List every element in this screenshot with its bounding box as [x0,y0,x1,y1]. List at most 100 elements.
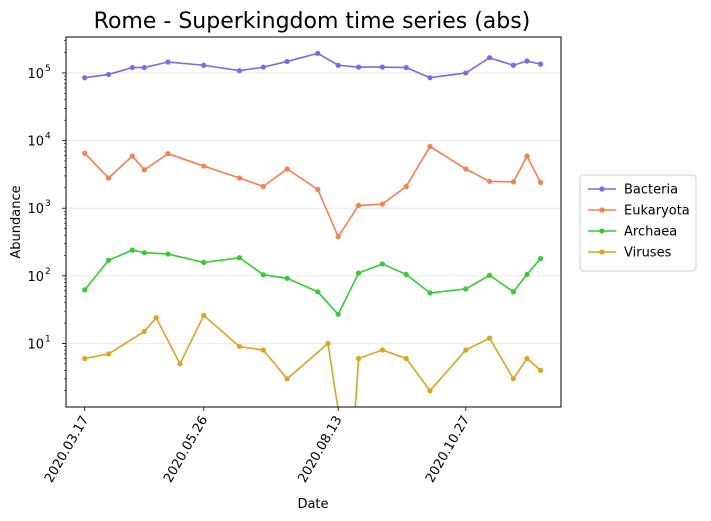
data-point-viruses [325,340,331,347]
data-point-viruses [260,347,266,353]
data-point-archaea [524,271,530,278]
data-point-archaea [260,272,266,278]
legend-label-bacteria: Bacteria [624,183,678,198]
y-tick-label-exponent: 3 [45,199,51,209]
data-point-viruses [141,328,147,335]
data-point-bacteria [463,70,469,76]
data-point-viruses [510,376,516,382]
y-tick-label: 10 [27,67,44,82]
x-tick-label: 2020.10.27 [423,414,473,486]
data-point-eukaryota [486,178,493,184]
data-point-eukaryota [355,202,362,209]
data-point-viruses [403,355,409,362]
data-point-bacteria [355,64,362,70]
data-point-eukaryota [524,153,530,159]
data-point-bacteria [315,50,321,56]
data-point-viruses [82,355,88,362]
data-point-eukaryota [201,163,207,169]
data-point-archaea [486,272,493,278]
y-tick-label-exponent: 1 [45,334,51,344]
x-tick-label: 2020.08.13 [295,414,345,486]
y-tick-label: 10 [27,270,44,285]
data-point-viruses [463,347,469,353]
x-tick-label: 2020.05.26 [161,414,211,486]
legend-marker-archaea [599,228,605,234]
x-tick-label: 2020.03.17 [42,414,92,486]
data-point-eukaryota [284,166,290,172]
y-tick-label: 10 [27,337,44,352]
series-line-eukaryota [84,145,542,239]
data-point-bacteria [335,62,341,68]
data-point-viruses [201,312,207,319]
x-axis: 2020.03.17 2020.05.26 2020.08.13 2020.10.27 [42,407,473,485]
data-point-archaea [403,271,409,278]
data-point-viruses [379,347,385,353]
data-point-viruses [427,388,433,394]
data-point-archaea [315,289,321,295]
data-point-viruses [524,355,530,362]
legend-marker-bacteria [599,186,605,192]
data-point-bacteria [82,75,88,81]
data-point-archaea [355,270,362,276]
y-tick-label: 10 [27,135,44,150]
legend-label-viruses: Viruses [624,246,672,261]
data-point-bacteria [165,59,171,65]
data-point-bacteria [201,62,207,68]
legend-label-archaea: Archaea [624,225,677,240]
data-point-eukaryota [537,179,544,186]
data-point-archaea [82,287,88,293]
y-tick-label-exponent: 4 [45,132,51,142]
data-point-eukaryota [82,150,88,156]
data-point-archaea [129,247,135,253]
data-point-bacteria [510,62,516,68]
data-point-bacteria [141,64,147,71]
data-point-eukaryota [105,175,112,181]
data-point-eukaryota [165,151,171,157]
chart-title: Rome - Superkingdom time series (abs) [94,9,531,34]
y-axis-label: Abundance [9,185,24,258]
data-point-bacteria [403,64,409,71]
data-point-archaea [335,311,341,317]
data-point-bacteria [260,64,266,70]
legend-label-eukaryota: Eukaryota [624,204,690,219]
data-point-archaea [201,259,207,266]
data-point-viruses [236,343,243,350]
data-point-eukaryota [260,183,266,190]
x-axis-label: Date [297,497,328,512]
data-point-viruses [537,367,544,373]
data-point-eukaryota [129,153,135,159]
series-line-viruses [84,314,542,407]
data-point-eukaryota [236,175,243,181]
data-point-archaea [537,255,544,262]
data-point-bacteria [537,61,544,67]
series-line-bacteria [84,52,541,79]
y-tick-label: 10 [27,202,44,217]
legend: Bacteria Eukaryota Archaea Viruses [579,174,697,272]
plot-frame [65,36,562,408]
data-point-bacteria [129,64,135,71]
data-point-archaea [427,290,433,296]
data-point-eukaryota [335,234,341,240]
data-point-viruses [486,335,493,341]
legend-marker-viruses [599,249,605,255]
data-point-eukaryota [427,143,433,150]
data-point-eukaryota [141,167,147,173]
data-point-bacteria [427,75,433,81]
data-point-archaea [165,251,171,257]
data-point-viruses [284,376,290,382]
series-line-archaea [84,249,542,316]
data-point-bacteria [105,71,112,78]
data-point-eukaryota [463,166,469,172]
data-point-eukaryota [403,183,409,190]
data-point-bacteria [236,68,243,74]
data-point-archaea [379,261,385,267]
gridlines [66,72,561,344]
data-point-eukaryota [315,186,321,192]
data-point-archaea [105,257,112,263]
data-point-eukaryota [379,201,385,207]
data-point-archaea [236,255,243,261]
data-point-viruses [105,351,112,357]
data-point-bacteria [284,58,290,65]
